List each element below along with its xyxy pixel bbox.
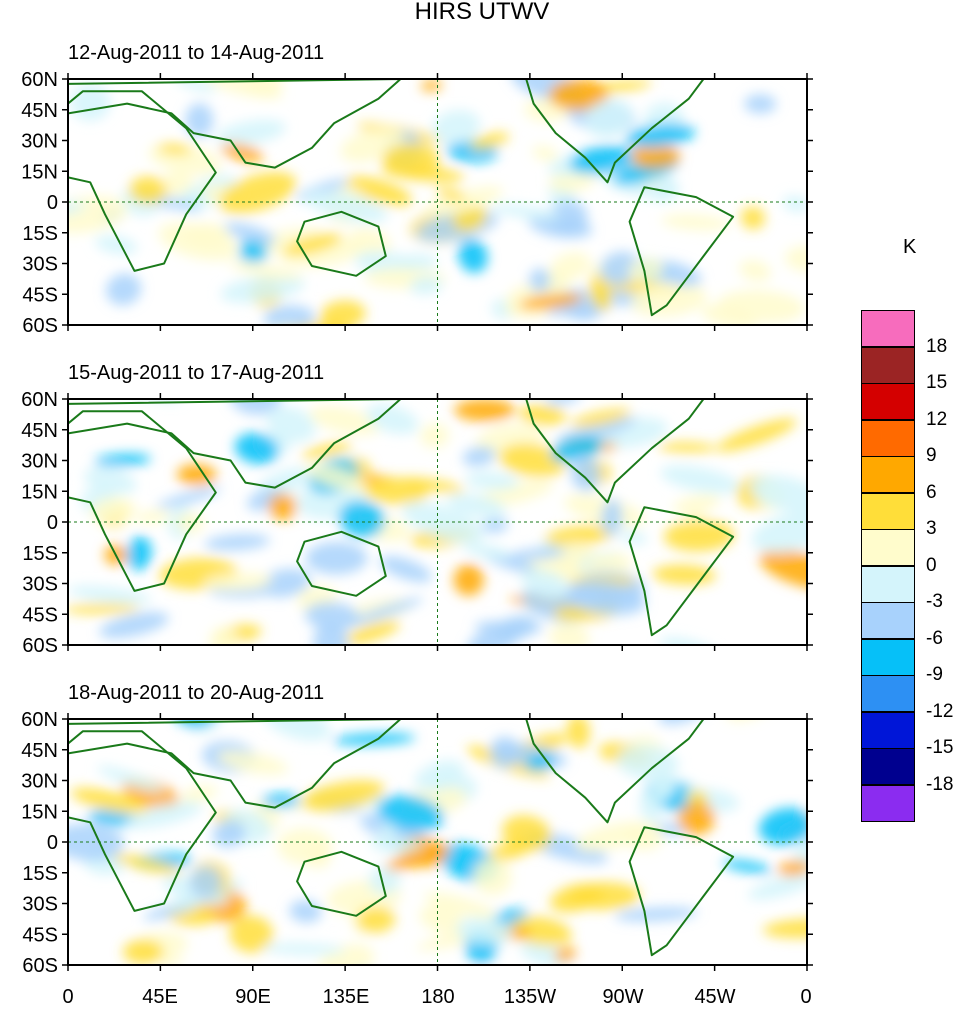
colorbar-label: 12 bbox=[926, 408, 948, 430]
y-tick-label: 15N bbox=[21, 481, 58, 503]
y-tick-label: 60N bbox=[21, 69, 58, 91]
y-tick-label: 45N bbox=[21, 100, 58, 122]
colorbar-label: -12 bbox=[926, 700, 954, 722]
y-tick-label: 15N bbox=[21, 161, 58, 183]
map-panel-2: 60N 45N 30N 15N 0 15S 30S 45S 60S bbox=[21, 389, 813, 657]
y-tick-label: 60S bbox=[22, 635, 58, 657]
colorbar-swatch bbox=[861, 748, 915, 785]
y-tick-label: 0 bbox=[47, 512, 58, 534]
colorbar-label: 15 bbox=[926, 372, 948, 393]
y-tick-label: 60S bbox=[22, 315, 58, 337]
y-tick-label: 45S bbox=[22, 284, 58, 306]
colorbar-label: 18 bbox=[926, 335, 948, 357]
colorbar-unit: K bbox=[903, 236, 917, 258]
colorbar-label: -3 bbox=[926, 591, 943, 612]
y-tick-label: 15N bbox=[21, 801, 58, 823]
colorbar-swatch bbox=[861, 638, 915, 676]
colorbar-label: -9 bbox=[926, 664, 943, 685]
y-tick-label: 0 bbox=[47, 832, 58, 854]
colorbar-swatch bbox=[861, 383, 915, 420]
colorbar-swatch bbox=[861, 602, 915, 639]
x-tick-label: 45W bbox=[694, 986, 736, 1008]
colorbar-swatch bbox=[861, 492, 915, 530]
panel-3-date-range: 18-Aug-2011 to 20-Aug-2011 bbox=[68, 682, 325, 704]
y-tick-label: 45S bbox=[22, 604, 58, 626]
colorbar-swatch bbox=[861, 784, 915, 822]
y-tick-label: 60N bbox=[21, 709, 58, 731]
y-tick-label: 30S bbox=[22, 574, 58, 596]
colorbar-swatch bbox=[861, 419, 915, 457]
x-tick-label: 45E bbox=[142, 986, 178, 1008]
colorbar-label: 3 bbox=[926, 518, 937, 539]
y-tick-label: 0 bbox=[47, 192, 58, 214]
y-tick-label: 15S bbox=[22, 863, 58, 885]
x-tick-label: 180 bbox=[421, 986, 455, 1008]
x-tick-label: 90E bbox=[235, 986, 271, 1008]
colorbar-swatch bbox=[861, 346, 915, 384]
colorbar-label: 9 bbox=[926, 445, 937, 466]
y-tick-label: 30S bbox=[22, 894, 58, 916]
x-tick-label: 0 bbox=[800, 986, 812, 1008]
colorbar bbox=[861, 310, 915, 822]
y-tick-label: 45S bbox=[22, 924, 58, 946]
colorbar-swatch bbox=[861, 456, 915, 493]
map-panel-3: 60N 45N 30N 15N 0 15S 30S 45S 60S bbox=[21, 709, 813, 977]
y-tick-label: 30N bbox=[21, 451, 58, 473]
colorbar-swatch bbox=[861, 310, 915, 347]
x-tick-label: 0 bbox=[62, 986, 74, 1008]
y-tick-label: 30S bbox=[22, 254, 58, 276]
map-panel-1: 60N 45N 30N 15N 0 15S 30S 45S 60S bbox=[21, 69, 813, 337]
y-tick-label: 30N bbox=[21, 771, 58, 793]
x-tick-label: 135E bbox=[322, 986, 370, 1008]
y-tick-label: 60N bbox=[21, 389, 58, 411]
colorbar-swatch bbox=[861, 711, 915, 749]
chart-title: HIRS UTWV bbox=[414, 0, 550, 25]
colorbar-label: 0 bbox=[926, 554, 937, 576]
colorbar-swatch bbox=[861, 529, 915, 566]
colorbar-swatch bbox=[861, 675, 915, 712]
y-tick-label: 60S bbox=[22, 955, 58, 977]
colorbar-label: -15 bbox=[926, 737, 954, 758]
colorbar-swatch bbox=[861, 565, 915, 603]
panel-1-date-range: 12-Aug-2011 to 14-Aug-2011 bbox=[68, 42, 325, 64]
colorbar-label: 6 bbox=[926, 481, 937, 503]
panel-2-date-range: 15-Aug-2011 to 17-Aug-2011 bbox=[68, 362, 325, 384]
colorbar-label: -6 bbox=[926, 627, 943, 649]
x-tick-label: 135W bbox=[503, 986, 557, 1008]
y-tick-label: 45N bbox=[21, 740, 58, 762]
y-tick-label: 15S bbox=[22, 223, 58, 245]
colorbar-label: -18 bbox=[926, 773, 954, 795]
y-tick-label: 45N bbox=[21, 420, 58, 442]
x-tick-label: 90W bbox=[602, 986, 644, 1008]
y-tick-label: 15S bbox=[22, 543, 58, 565]
y-tick-label: 30N bbox=[21, 131, 58, 153]
